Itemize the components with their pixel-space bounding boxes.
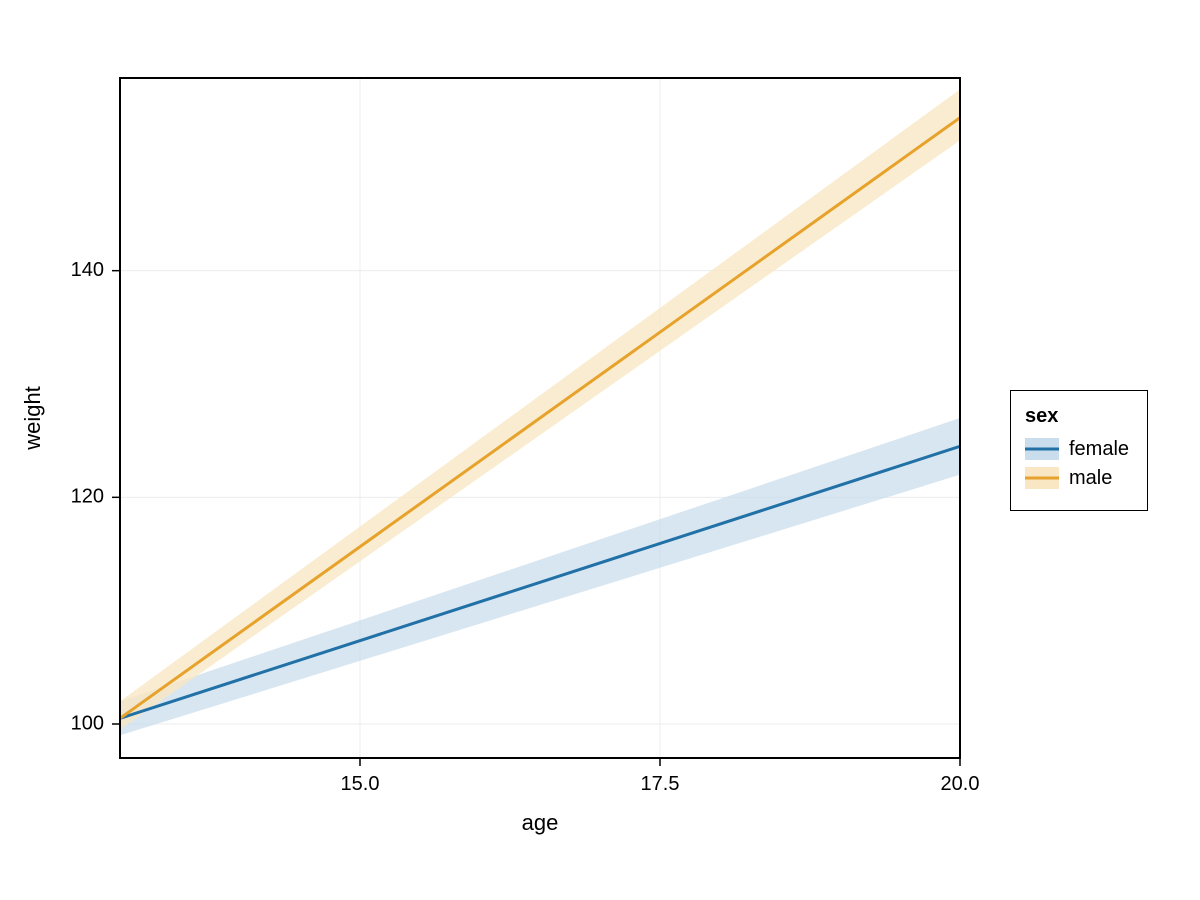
legend-swatch-female <box>1025 438 1059 460</box>
x-tick-label: 20.0 <box>941 773 980 795</box>
legend-items: female male <box>1025 438 1129 490</box>
chart-container: 15.0 17.5 20.0 100 120 140 age weight sex femal… <box>0 0 1200 900</box>
legend-item-female: female <box>1025 438 1129 461</box>
y-tick-label: 120 <box>71 485 104 507</box>
line-chart: 15.0 17.5 20.0 100 120 140 age weight <box>0 38 980 858</box>
x-tick-label: 15.0 <box>341 773 380 795</box>
legend-label-male: male <box>1069 467 1112 490</box>
legend-swatch-male <box>1025 467 1059 489</box>
y-axis-label: weight <box>20 386 45 451</box>
x-axis-label: age <box>522 810 559 835</box>
legend-title: sex <box>1025 405 1129 428</box>
legend-label-female: female <box>1069 438 1129 461</box>
y-tick-label: 100 <box>71 712 104 734</box>
y-tick-label: 140 <box>71 258 104 280</box>
x-tick-label: 17.5 <box>641 773 680 795</box>
legend: sex female male <box>1010 390 1148 511</box>
legend-item-male: male <box>1025 467 1129 490</box>
chart-panel: 15.0 17.5 20.0 100 120 140 age weight <box>0 38 980 863</box>
